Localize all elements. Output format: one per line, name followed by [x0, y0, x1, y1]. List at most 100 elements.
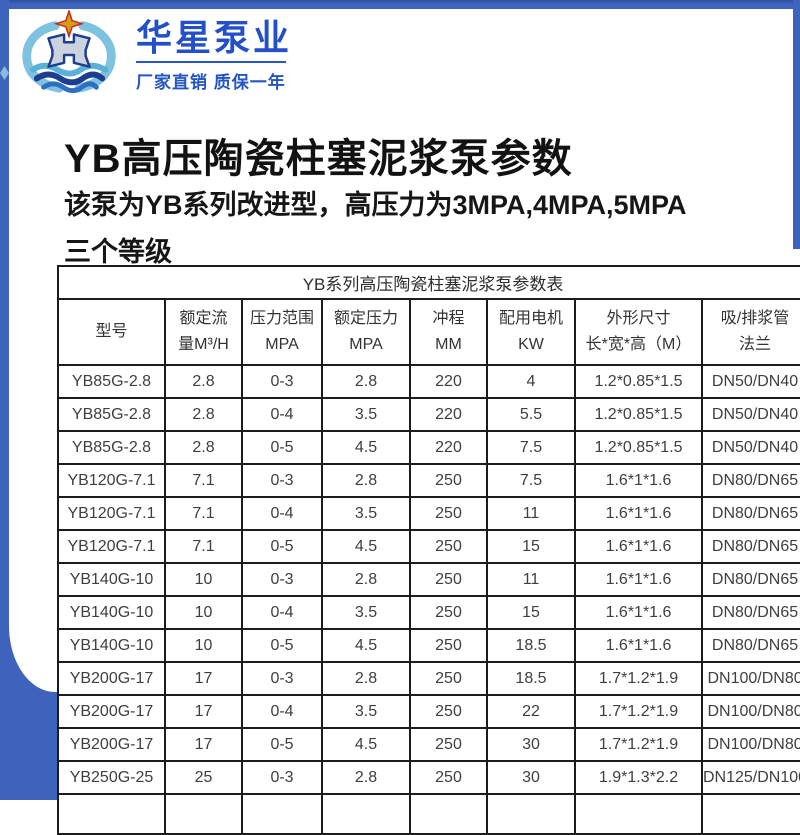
table-cell: 0-4 [241, 694, 323, 729]
brand-tagline: 厂家直销 质保一年 [136, 60, 286, 93]
table-cell: 17 [164, 694, 243, 729]
spec-table: YB系列高压陶瓷柱塞泥浆泵参数表 型号 额定流 量M³/H 压力范围 MPA 额定压力 MP… [57, 265, 800, 835]
table-cell: YB120G-7.1 [57, 496, 166, 531]
table-cell: DN80/DN65 [700, 628, 800, 663]
table-cell: 250 [409, 496, 488, 531]
table-cell: 1.6*1*1.6 [574, 562, 703, 597]
table-cell: 18.5 [486, 628, 576, 663]
table-cell: 4.5 [321, 727, 411, 762]
table-cell: 250 [409, 463, 488, 498]
table-cell [321, 793, 411, 835]
table-row: YB120G-7.1 7.1 0-5 4.5 250 15 1.6*1*1.6 DN80/DN… [57, 529, 800, 564]
table-cell: 0-5 [241, 727, 323, 762]
spec-table-container: YB系列高压陶瓷柱塞泥浆泵参数表 型号 额定流 量M³/H 压力范围 MPA 额定压力 MP… [57, 265, 800, 835]
table-cell: 7.5 [486, 430, 576, 465]
column-header-0: 型号 [57, 298, 166, 366]
table-cell: 2.8 [321, 661, 411, 696]
table-cell: YB200G-17 [57, 727, 166, 762]
brand-name: 华星泵业 [136, 17, 293, 58]
table-cell: 250 [409, 727, 488, 762]
table-cell: 3.5 [321, 595, 411, 630]
table-cell: 0-4 [241, 595, 323, 630]
table-row: YB120G-7.1 7.1 0-3 2.8 250 7.5 1.6*1*1.6 DN80/D… [57, 463, 800, 498]
table-cell: DN80/DN65 [700, 529, 800, 564]
table-cell: 0-4 [241, 496, 323, 531]
table-cell: 17 [164, 661, 243, 696]
table-cell: 250 [409, 661, 488, 696]
table-cell: 2.8 [321, 463, 411, 498]
table-cell: 250 [409, 529, 488, 564]
table-cell: 1.9*1.3*2.2 [574, 760, 703, 795]
table-cell: 2.8 [164, 430, 243, 465]
table-cell: 250 [409, 595, 488, 630]
table-cell: 2.8 [164, 364, 243, 399]
column-header-1: 额定流 量M³/H [164, 298, 243, 366]
table-cell: 0-3 [241, 661, 323, 696]
right-border-bar [793, 0, 800, 249]
left-border-bar [0, 0, 9, 800]
table-cell: YB200G-17 [57, 694, 166, 729]
table-cell [486, 793, 576, 835]
table-row: YB200G-17 17 0-4 3.5 250 22 1.7*1.2*1.9 DN100/D… [57, 694, 800, 729]
table-cell: DN100/DN80 [700, 694, 800, 729]
table-cell: 15 [486, 529, 576, 564]
table-cell: DN80/DN65 [700, 463, 800, 498]
table-cell: 30 [486, 760, 576, 795]
table-cell: 15 [486, 595, 576, 630]
table-cell: 1.6*1*1.6 [574, 628, 703, 663]
table-cell [409, 793, 488, 835]
table-cell: 30 [486, 727, 576, 762]
page-subtitle-line2: 三个等级 [64, 237, 172, 267]
table-cell: 11 [486, 496, 576, 531]
table-row: YB85G-2.8 2.8 0-3 2.8 220 4 1.2*0.85*1.5 DN50/D… [57, 364, 800, 399]
table-cell: 1.7*1.2*1.9 [574, 661, 703, 696]
table-cell: 2.8 [321, 562, 411, 597]
table-cell: 250 [409, 628, 488, 663]
table-cell: 2.8 [321, 760, 411, 795]
table-cell: 18.5 [486, 661, 576, 696]
table-cell: 7.5 [486, 463, 576, 498]
table-row: YB200G-17 17 0-5 4.5 250 30 1.7*1.2*1.9 DN100/D… [57, 727, 800, 762]
table-cell: 220 [409, 364, 488, 399]
table-cell: 0-3 [241, 562, 323, 597]
table-cell: 3.5 [321, 496, 411, 531]
page-subtitle-line1: 该泵为YB系列改进型，高压力为3MPA,4MPA,5MPA [64, 190, 687, 220]
table-caption: YB系列高压陶瓷柱塞泥浆泵参数表 [57, 265, 800, 300]
table-cell: 250 [409, 562, 488, 597]
table-cell: 0-5 [241, 628, 323, 663]
table-header-row: 型号 额定流 量M³/H 压力范围 MPA 额定压力 MPA 冲程 MM 配用电机 KW 外形尺寸 长*… [57, 298, 800, 366]
table-cell: YB140G-10 [57, 628, 166, 663]
company-logo-icon [22, 10, 116, 94]
column-header-5: 配用电机 KW [486, 298, 576, 366]
table-cell: 220 [409, 397, 488, 432]
table-cell: 0-4 [241, 397, 323, 432]
table-cell: YB120G-7.1 [57, 529, 166, 564]
table-cell: DN50/DN40 [700, 397, 800, 432]
column-header-2: 压力范围 MPA [241, 298, 323, 366]
table-cell: 0-5 [241, 430, 323, 465]
table-cell: 4.5 [321, 430, 411, 465]
table-cell: YB140G-10 [57, 595, 166, 630]
page-title: YB高压陶瓷柱塞泥浆泵参数 [64, 137, 573, 181]
table-row: YB140G-10 10 0-5 4.5 250 18.5 1.6*1*1.6 DN80/DN… [57, 628, 800, 663]
table-cell: 10 [164, 562, 243, 597]
table-row: YB85G-2.8 2.8 0-4 3.5 220 5.5 1.2*0.85*1.5 DN50… [57, 397, 800, 432]
table-cell: 1.2*0.85*1.5 [574, 397, 703, 432]
table-cell: 2.8 [321, 364, 411, 399]
table-row: YB85G-2.8 2.8 0-5 4.5 220 7.5 1.2*0.85*1.5 DN50… [57, 430, 800, 465]
table-cell: DN50/DN40 [700, 364, 800, 399]
table-row: YB140G-10 10 0-4 3.5 250 15 1.6*1*1.6 DN80/DN65 [57, 595, 800, 630]
brand-header: 华星泵业 厂家直销 质保一年 [18, 10, 292, 98]
table-cell: YB140G-10 [57, 562, 166, 597]
table-cell: DN80/DN65 [700, 562, 800, 597]
table-cell: YB85G-2.8 [57, 430, 166, 465]
table-cell: YB85G-2.8 [57, 397, 166, 432]
table-cell [700, 793, 800, 835]
table-cell: 1.6*1*1.6 [574, 496, 703, 531]
table-row-partial [57, 793, 800, 835]
table-cell: 22 [486, 694, 576, 729]
column-header-7: 吸/排浆管 法兰 [700, 298, 800, 366]
table-row: YB120G-7.1 7.1 0-4 3.5 250 11 1.6*1*1.6 DN80/DN… [57, 496, 800, 531]
table-cell: 4 [486, 364, 576, 399]
table-cell: DN100/DN80 [700, 727, 800, 762]
